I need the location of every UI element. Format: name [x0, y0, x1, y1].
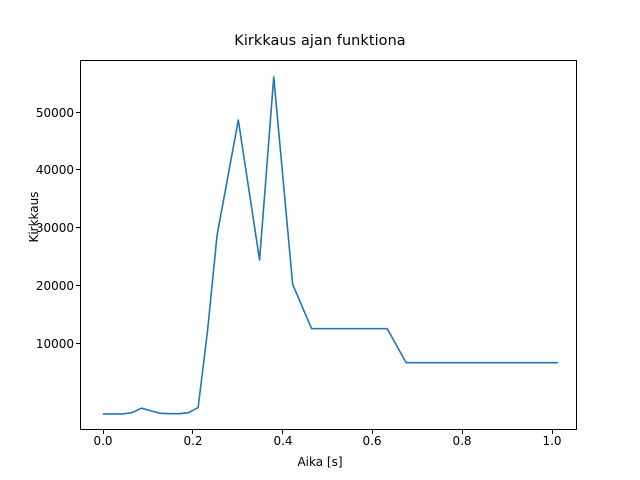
data-series-line [102, 76, 559, 415]
data-line-svg [102, 76, 559, 415]
y-tick-label: 20000 [35, 279, 74, 293]
y-tick-label: 10000 [35, 336, 74, 351]
y-tick-mark [76, 169, 80, 171]
y-tick-label: 30000 [35, 221, 74, 235]
x-tick-label: 0.0 [93, 434, 113, 448]
x-tick-mark [102, 430, 104, 434]
x-tick-label: 0.2 [183, 434, 203, 448]
plot-area [80, 60, 577, 430]
y-tick-mark [76, 285, 80, 287]
x-tick-mark [372, 430, 374, 434]
y-axis-label: Kirkkaus [27, 191, 41, 243]
x-tick-mark [192, 430, 194, 434]
x-tick-label: 1.0 [542, 434, 562, 448]
chart-title: Kirkkaus ajan funktiona [234, 33, 406, 49]
y-tick-mark [76, 342, 80, 344]
x-tick-label: 0.6 [362, 434, 382, 448]
y-tick-label: 40000 [35, 163, 74, 177]
x-tick-mark [551, 430, 553, 434]
x-tick-mark [461, 430, 463, 434]
y-tick-mark [76, 111, 80, 113]
x-tick-mark [282, 430, 284, 434]
x-tick-label: 0.8 [452, 434, 472, 448]
x-tick-label: 0.4 [273, 434, 293, 448]
y-tick-mark [76, 227, 80, 229]
x-axis-label: Aika [s] [297, 455, 343, 469]
y-tick-label: 50000 [35, 105, 74, 120]
